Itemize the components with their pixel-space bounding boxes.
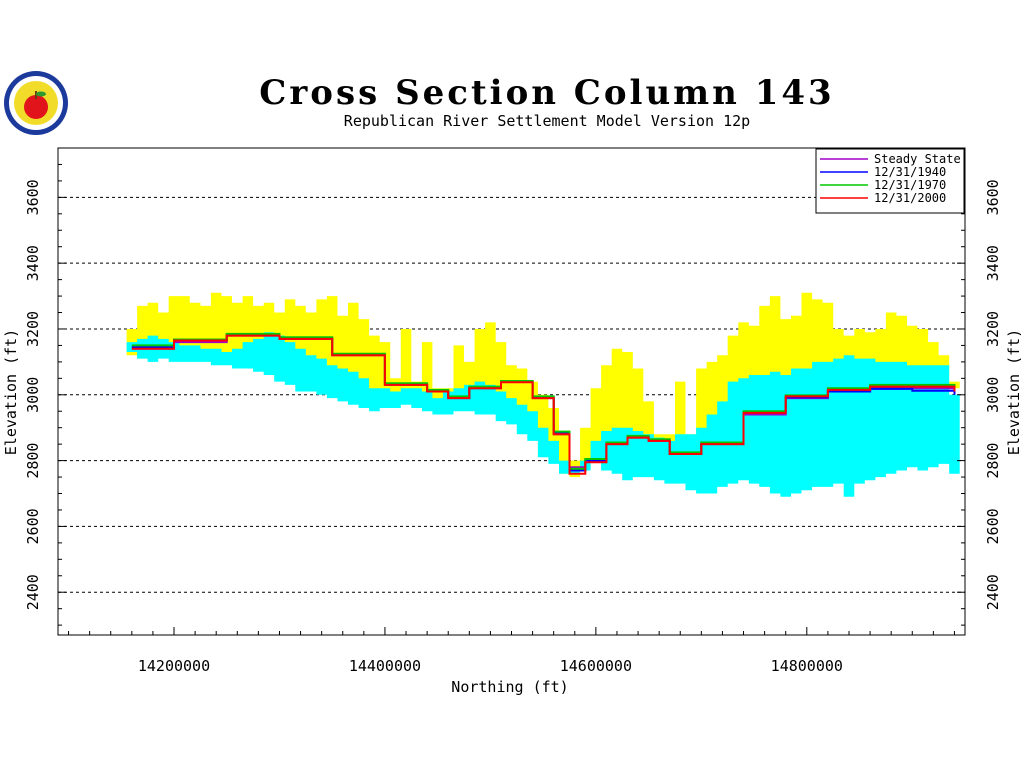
y-tick-label-right: 2800 (984, 443, 1002, 479)
y-tick-label-right: 2400 (984, 574, 1002, 610)
legend: Steady State12/31/194012/31/197012/31/20… (815, 148, 965, 214)
y-tick-label-left: 3400 (24, 245, 42, 281)
axis-layer: 2400 2400 2600 2600 2800 2800 3000 3000 3200 3200… (24, 147, 1002, 675)
y-tick-label-right: 3200 (984, 311, 1002, 347)
apple-stem-icon (35, 91, 37, 99)
x-tick-label: 14600000 (560, 657, 632, 675)
y-tick-label-left: 2800 (24, 443, 42, 479)
layer-area-upper-layer (126, 292, 960, 478)
state-seal-logo (4, 71, 68, 135)
y-axis-label-right: Elevation (ft) (1005, 329, 1023, 455)
apple-icon (24, 95, 48, 119)
apple-leaf-icon (36, 91, 46, 97)
x-axis-label: Northing (ft) (451, 678, 568, 696)
x-tick-label: 14800000 (771, 657, 843, 675)
line-layer (131, 332, 956, 475)
y-tick-label-right: 3600 (984, 179, 1002, 215)
chart-subtitle: Republican River Settlement Model Versio… (344, 112, 750, 130)
x-tick-label: 14200000 (138, 657, 210, 675)
series-line-12-31-2000 (131, 334, 956, 475)
y-tick-label-left: 3000 (24, 377, 42, 413)
y-tick-label-right: 2600 (984, 508, 1002, 544)
legend-label: 12/31/1970 (874, 178, 946, 192)
area-layer (126, 292, 960, 497)
layer-area-lower-layer (126, 332, 960, 497)
y-axis-label-left: Elevation (ft) (2, 329, 20, 455)
y-tick-label-right: 3000 (984, 377, 1002, 413)
chart-title: Cross Section Column 143 (259, 73, 834, 113)
y-tick-label-right: 3400 (984, 245, 1002, 281)
y-tick-label-left: 2400 (24, 574, 42, 610)
y-tick-label-left: 2600 (24, 508, 42, 544)
legend-label: 12/31/1940 (874, 165, 946, 179)
y-tick-label-left: 3600 (24, 179, 42, 215)
y-tick-label-left: 3200 (24, 311, 42, 347)
legend-label: Steady State (874, 152, 961, 166)
x-tick-label: 14400000 (349, 657, 421, 675)
legend-label: 12/31/2000 (874, 191, 946, 205)
